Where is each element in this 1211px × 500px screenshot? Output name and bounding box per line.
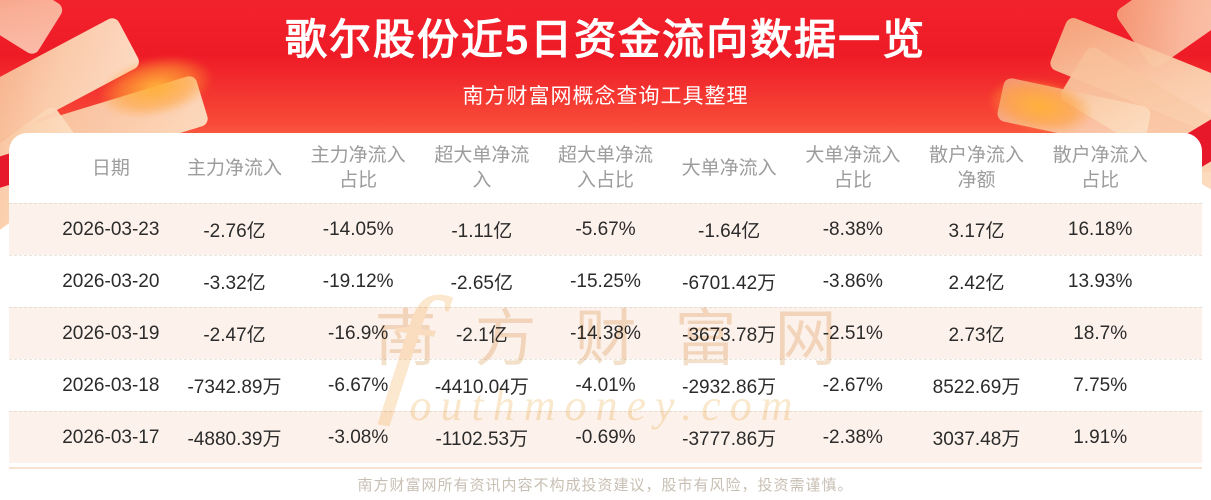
- value-cell: -3.08%: [328, 426, 389, 448]
- value-cell: -2.67%: [822, 374, 883, 396]
- table-row: 2026-03-20 -3.32亿 -19.12% -2.65亿 -15.25% -670…: [9, 255, 1202, 307]
- table-row: 2026-03-17 -4880.39万 -3.08% -1102.53万 -0.69%…: [9, 411, 1202, 463]
- value-cell: 2.42亿: [948, 273, 1005, 294]
- table-body: 2026-03-23 -2.76亿 -14.05% -1.11亿 -5.67% -1.64…: [9, 203, 1202, 463]
- value-cell: -0.69%: [575, 426, 636, 448]
- column-header: 大单净流入 占比: [805, 145, 901, 191]
- column-header: 主力净流入: [186, 157, 282, 179]
- value-cell: -8.38%: [822, 218, 883, 240]
- value-cell: 18.7%: [1073, 322, 1128, 344]
- value-cell: -6701.42万: [682, 273, 777, 294]
- value-cell: 16.18%: [1067, 218, 1133, 240]
- value-cell: -3673.78万: [682, 325, 777, 346]
- date-cell: 2026-03-17: [62, 426, 160, 448]
- date-cell: 2026-03-20: [62, 270, 160, 292]
- value-cell: -3.32亿: [203, 273, 266, 294]
- value-cell: -7342.89万: [187, 377, 282, 398]
- value-cell: 1.91%: [1073, 426, 1128, 448]
- value-cell: -4.01%: [575, 374, 636, 396]
- footer: 南方财富网所有资讯内容不构成投资建议，股市有风险，投资需谨慎。: [9, 467, 1202, 500]
- value-cell: -2.47亿: [203, 325, 266, 346]
- value-cell: -2932.86万: [682, 377, 777, 398]
- table-row: 2026-03-23 -2.76亿 -14.05% -1.11亿 -5.67% -1.64…: [9, 203, 1202, 255]
- value-cell: -15.25%: [570, 270, 641, 292]
- page-title: 歌尔股份近5日资金流向数据一览: [284, 16, 927, 63]
- value-cell: -14.38%: [570, 322, 641, 344]
- value-cell: -2.51%: [822, 322, 883, 344]
- value-cell: 3.17亿: [948, 221, 1005, 242]
- table-row: 2026-03-19 -2.47亿 -16.9% -2.1亿 -14.38% -3673.…: [9, 307, 1202, 359]
- column-header: 主力净流入 占比: [310, 145, 406, 191]
- column-header: 大单净流入: [681, 157, 777, 179]
- value-cell: -14.05%: [322, 218, 394, 240]
- value-cell: -2.65亿: [450, 273, 513, 294]
- value-cell: 2.73亿: [948, 325, 1005, 346]
- date-cell: 2026-03-23: [62, 218, 160, 240]
- column-header: 超大单净流 入占比: [557, 145, 653, 191]
- value-cell: -4410.04万: [434, 377, 529, 398]
- value-cell: -4880.39万: [187, 429, 282, 450]
- value-cell: -5.67%: [575, 218, 636, 240]
- value-cell: 3037.48万: [932, 429, 1021, 450]
- disclaimer-text: 南方财富网所有资讯内容不构成投资建议，股市有风险，投资需谨慎。: [357, 477, 854, 494]
- value-cell: -16.9%: [328, 322, 389, 344]
- value-cell: 8522.69万: [932, 377, 1021, 398]
- column-header: 散户净流入 占比: [1052, 145, 1148, 191]
- value-cell: -2.38%: [822, 426, 883, 448]
- column-header: 日期: [91, 157, 130, 179]
- column-header: 超大单净流 入: [434, 145, 530, 191]
- value-cell: -2.1亿: [455, 325, 508, 346]
- value-cell: 13.93%: [1067, 270, 1133, 292]
- value-cell: 7.75%: [1073, 374, 1128, 396]
- table-header-row: 日期 主力净流入 主力净流入 占比 超大单净流 入超大单净流 入占比 大单净流入 大单净流…: [9, 133, 1202, 203]
- value-cell: -2.76亿: [203, 221, 266, 242]
- value-cell: -6.67%: [328, 374, 389, 396]
- value-cell: -3.86%: [822, 270, 883, 292]
- value-cell: -1.64亿: [698, 221, 761, 242]
- value-cell: -1.11亿: [451, 221, 513, 242]
- page-subtitle: 南方财富网概念查询工具整理: [462, 85, 749, 108]
- date-cell: 2026-03-19: [62, 322, 160, 344]
- column-header: 散户净流入 净额: [928, 145, 1024, 191]
- value-cell: -3777.86万: [682, 429, 777, 450]
- date-cell: 2026-03-18: [62, 374, 160, 396]
- data-card: 日期 主力净流入 主力净流入 占比 超大单净流 入超大单净流 入占比 大单净流入 大单净流…: [9, 133, 1202, 500]
- table-row: 2026-03-18 -7342.89万 -6.67% -4410.04万 -4.01%…: [9, 359, 1202, 411]
- value-cell: -1102.53万: [435, 429, 529, 450]
- value-cell: -19.12%: [322, 270, 394, 292]
